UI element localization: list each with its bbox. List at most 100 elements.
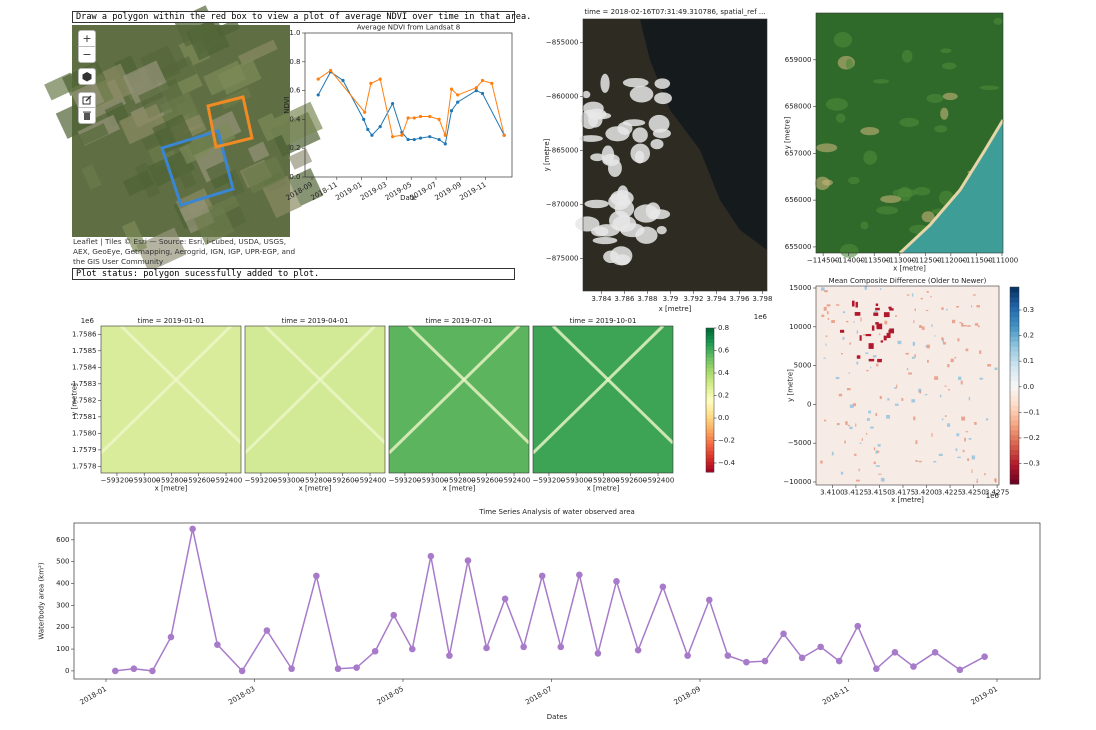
raster-speck (835, 376, 840, 380)
raster-speck (919, 325, 922, 329)
raster-speck (821, 314, 825, 317)
y-tick-label: −5000 (788, 439, 812, 447)
raster-speck (859, 335, 862, 341)
colorbar-tick-label: −0.2 (1023, 434, 1040, 442)
vegetation (979, 85, 1000, 91)
chart-title: Average NDVI from Landsat 8 (357, 24, 461, 32)
x-axis-label: x [metre] (893, 264, 926, 272)
raster-speck (842, 336, 845, 340)
x-tick-label: 3.4275 (985, 488, 1010, 496)
zoom-in[interactable]: + (78, 30, 96, 47)
raster-speck (941, 307, 944, 310)
draw-polygon[interactable] (78, 68, 96, 85)
raster-speck (878, 333, 881, 336)
data-point (313, 572, 320, 580)
colorbar-tick-label: 0.0 (718, 414, 729, 422)
raster-speck (911, 399, 916, 403)
colorbar-segment (706, 443, 714, 448)
delete-layers[interactable] (78, 107, 96, 124)
field (274, 101, 323, 146)
vegetation (940, 107, 949, 120)
y-tick-label: 1.7580 (72, 429, 97, 437)
colorbar-segment (1010, 346, 1019, 352)
x-axis-label: x [metre] (155, 485, 188, 493)
colorbar-segment (706, 335, 714, 340)
x-tick-label: 3.4125 (844, 488, 869, 496)
series-line (115, 528, 985, 673)
x-tick-label: −592800 (155, 476, 188, 484)
vegetation (822, 179, 834, 186)
colorbar-segment (1010, 291, 1019, 298)
colorbar-segment (1010, 287, 1019, 293)
field (203, 60, 247, 96)
x-tick-label: 3.4225 (938, 488, 963, 496)
raster-speck (964, 437, 966, 442)
colorbar-segment (706, 468, 714, 473)
zoom-out[interactable]: − (78, 46, 96, 63)
field (136, 227, 187, 272)
raster-speck (924, 394, 928, 396)
vegetation (993, 17, 1003, 25)
colorbar-segment (706, 378, 714, 383)
raster-speck (896, 384, 898, 389)
x-tick-label: −592400 (354, 476, 387, 484)
raster-speck (875, 322, 879, 325)
colorbar-tick-label: 0.2 (1023, 332, 1034, 340)
colorbar-segment (1010, 365, 1019, 372)
raster-speck (868, 410, 872, 414)
edit-icon (82, 95, 92, 105)
raster-speck (925, 309, 929, 312)
raster-speck (858, 468, 860, 472)
colorbar-segment (1010, 449, 1019, 455)
raster-speck (877, 444, 881, 447)
raster-speck (971, 305, 973, 308)
raster-speck (825, 335, 828, 337)
data-point (798, 654, 806, 662)
raster-speck (965, 348, 969, 352)
x-tick-label: 3.4175 (891, 488, 916, 496)
colorbar-frame (705, 327, 715, 473)
raster-speck (860, 317, 862, 322)
raster-speck (957, 338, 960, 342)
vegetation (873, 79, 890, 84)
raster-speck (820, 287, 825, 291)
y-tick-label: 659000 (785, 56, 812, 64)
vegetation (892, 188, 917, 198)
x-tick-label: 3.788 (637, 295, 657, 303)
x-tick-label: −593000 (272, 476, 305, 484)
heatmap-raster (101, 326, 241, 473)
raster-speck (914, 354, 916, 358)
raster-speck (878, 473, 882, 475)
cloud (575, 216, 600, 232)
colorbar-tick-label: −0.4 (718, 459, 736, 467)
raster-speck (957, 376, 962, 380)
x-tick-label: −111500 (960, 256, 993, 264)
field (121, 220, 148, 254)
colorbar-segment (706, 385, 714, 390)
image-frame (815, 12, 1004, 254)
y-tick-label: −875000 (546, 255, 579, 263)
colorbar-segment (706, 374, 714, 379)
field (237, 39, 278, 66)
cloud (632, 127, 648, 143)
x-tick-label: 2018-11 (821, 685, 850, 707)
cloud (591, 226, 609, 237)
field (152, 114, 195, 154)
colorbar-segment (1010, 385, 1019, 391)
data-point (353, 664, 360, 671)
raster-speck (842, 311, 846, 314)
colorbar-segment (1010, 375, 1019, 382)
vegetation (848, 176, 860, 185)
colorbar-segment (1010, 326, 1019, 332)
data-point (956, 666, 964, 674)
data-point (873, 665, 880, 673)
x-tick-label: −592400 (210, 476, 243, 484)
y-tick-label: 0.8 (289, 58, 300, 66)
y-axis-label: NDVI (283, 96, 291, 113)
raster-speck (994, 479, 997, 483)
raster-speck (908, 372, 913, 375)
y-tick-label: 300 (56, 601, 69, 609)
cloud (633, 204, 659, 223)
data-point (480, 78, 485, 83)
x-tick-label: −113500 (858, 256, 891, 264)
